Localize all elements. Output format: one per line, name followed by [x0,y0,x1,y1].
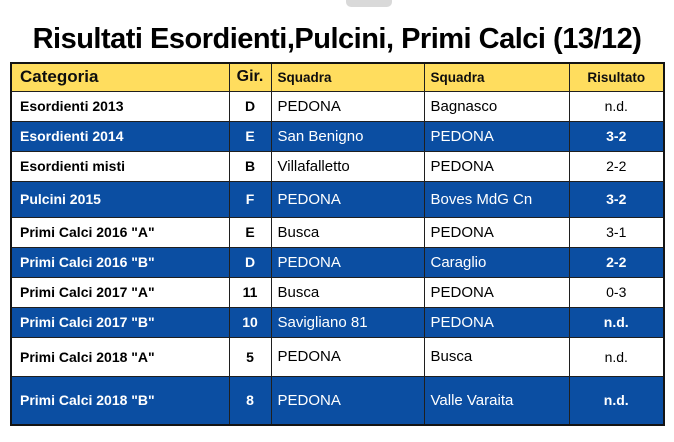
table-row: Primi Calci 2017 "A" 11 Busca PEDONA 0-3 [10,276,665,308]
cell-categoria: Primi Calci 2017 "B" [10,306,230,338]
cell-girone: E [228,216,272,248]
cell-categoria: Esordienti 2014 [10,120,230,152]
cell-squadra-1: PEDONA [270,180,425,218]
cell-squadra-1: PEDONA [270,90,425,122]
cell-girone: 5 [228,336,272,377]
cell-girone: 10 [228,306,272,338]
header-squadra-2: Squadra [423,62,570,92]
cell-risultato: 3-1 [568,216,665,248]
cell-squadra-2: PEDONA [423,306,570,338]
cell-squadra-2: Valle Varaita [423,375,570,426]
cell-squadra-1: Busca [270,216,425,248]
results-table: Categoria Gir. Squadra Squadra Risultato… [10,62,665,426]
cell-girone: D [228,246,272,278]
cell-risultato: n.d. [568,375,665,426]
cell-squadra-2: Boves MdG Cn [423,180,570,218]
cell-squadra-2: Busca [423,336,570,377]
cell-categoria: Primi Calci 2016 "A" [10,216,230,248]
table-row: Esordienti misti B Villafalletto PEDONA 2-2 [10,150,665,182]
table-row: Primi Calci 2018 "A" 5 PEDONA Busca n.d. [10,336,665,377]
cell-squadra-1: Busca [270,276,425,308]
cell-squadra-2: PEDONA [423,150,570,182]
table-row: Primi Calci 2016 "A" E Busca PEDONA 3-1 [10,216,665,248]
cell-risultato: 3-2 [568,180,665,218]
table-row: Esordienti 2014 E San Benigno PEDONA 3-2 [10,120,665,152]
cell-categoria: Esordienti 2013 [10,90,230,122]
header-girone: Gir. [228,62,272,92]
cell-risultato: n.d. [568,336,665,377]
cell-girone: 11 [228,276,272,308]
cell-risultato: n.d. [568,306,665,338]
cell-categoria: Primi Calci 2018 "B" [10,375,230,426]
table-row: Pulcini 2015 F PEDONA Boves MdG Cn 3-2 [10,180,665,218]
table-row: Esordienti 2013 D PEDONA Bagnasco n.d. [10,90,665,122]
cell-risultato: 2-2 [568,150,665,182]
cell-categoria: Esordienti misti [10,150,230,182]
header-squadra-1: Squadra [270,62,425,92]
cell-categoria: Primi Calci 2016 "B" [10,246,230,278]
header-categoria: Categoria [10,62,230,92]
cell-risultato: 2-2 [568,246,665,278]
table-body: Esordienti 2013 D PEDONA Bagnasco n.d. Esordi… [10,90,665,426]
header-row: Categoria Gir. Squadra Squadra Risultato [10,62,665,92]
cell-girone: F [228,180,272,218]
cell-girone: E [228,120,272,152]
cell-risultato: 0-3 [568,276,665,308]
cell-categoria: Primi Calci 2017 "A" [10,276,230,308]
cell-squadra-2: Bagnasco [423,90,570,122]
header-risultato: Risultato [568,62,665,92]
cell-girone: B [228,150,272,182]
cell-squadra-1: San Benigno [270,120,425,152]
cell-categoria: Pulcini 2015 [10,180,230,218]
cell-categoria: Primi Calci 2018 "A" [10,336,230,377]
cell-risultato: n.d. [568,90,665,122]
table-row: Primi Calci 2016 "B" D PEDONA Caraglio 2-2 [10,246,665,278]
page-title: Risultati Esordienti,Pulcini, Primi Calc… [32,23,642,56]
cell-squadra-2: PEDONA [423,276,570,308]
table-row: Primi Calci 2018 "B" 8 PEDONA Valle Varaita… [10,375,665,426]
cell-squadra-1: PEDONA [270,336,425,377]
cell-squadra-1: PEDONA [270,375,425,426]
cell-squadra-1: PEDONA [270,246,425,278]
table-header: Categoria Gir. Squadra Squadra Risultato [10,62,665,92]
cell-squadra-1: Villafalletto [270,150,425,182]
cropped-ui-artifact [346,0,392,7]
cell-girone: D [228,90,272,122]
cell-squadra-2: Caraglio [423,246,570,278]
cell-squadra-1: Savigliano 81 [270,306,425,338]
cell-risultato: 3-2 [568,120,665,152]
cell-girone: 8 [228,375,272,426]
cell-squadra-2: PEDONA [423,216,570,248]
table-row: Primi Calci 2017 "B" 10 Savigliano 81 PEDON… [10,306,665,338]
cell-squadra-2: PEDONA [423,120,570,152]
